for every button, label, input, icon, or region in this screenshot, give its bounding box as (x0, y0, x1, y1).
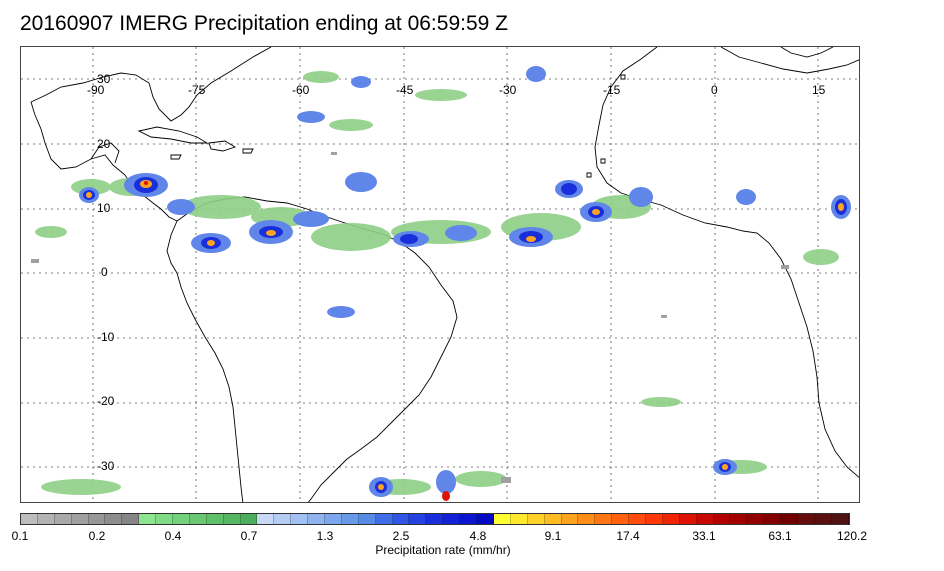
colorbar-cell (713, 514, 731, 524)
lon-label: 0 (711, 83, 718, 97)
colorbar-cell (510, 514, 528, 524)
colorbar-tick: 2.5 (392, 529, 410, 543)
colorbar-cell (595, 514, 613, 524)
colorbar-tick: 0.1 (11, 529, 29, 543)
colorbar-cell (493, 514, 511, 524)
colorbar-tick: 4.8 (469, 529, 487, 543)
colorbar-tick: 120.2 (836, 529, 868, 543)
colorbar-tick: 0.4 (164, 529, 182, 543)
lon-label: -75 (188, 83, 206, 97)
colorbar-tick: 1.3 (316, 529, 334, 543)
colorbar-cell (223, 514, 241, 524)
colorbar-cell (325, 514, 342, 524)
lon-label: -60 (292, 83, 310, 97)
colorbar-tick: 63.1 (768, 529, 792, 543)
lon-label: 15 (812, 83, 826, 97)
colorbar-cell (189, 514, 207, 524)
colorbar-cell (375, 514, 393, 524)
colorbar-cell (645, 514, 663, 524)
map-canvas (21, 47, 859, 502)
colorbar-cell (814, 514, 832, 524)
colorbar-cell (662, 514, 680, 524)
colorbar-cell (392, 514, 410, 524)
colorbar-cell (544, 514, 562, 524)
colorbar-cell (358, 514, 376, 524)
colorbar-cell (291, 514, 309, 524)
colorbar-cell (122, 514, 140, 524)
colorbar-cell (88, 514, 106, 524)
colorbar-cell (341, 514, 359, 524)
colorbar-tick: 17.4 (616, 529, 640, 543)
map-title: 20160907 IMERG Precipitation ending at 0… (20, 12, 508, 35)
colorbar-cell (139, 514, 157, 524)
colorbar-cell (781, 514, 798, 524)
colorbar-cell (696, 514, 714, 524)
colorbar-cell (426, 514, 444, 524)
colorbar-cell (629, 514, 646, 524)
colorbar-cell (747, 514, 765, 524)
colorbar (20, 513, 850, 525)
graticule (21, 47, 859, 502)
colorbar-tick: 9.1 (544, 529, 562, 543)
colorbar-cell (561, 514, 579, 524)
colorbar-cell (173, 514, 190, 524)
lat-label: -20 (97, 394, 115, 408)
colorbar-cell (679, 514, 697, 524)
lat-label: 20 (97, 137, 111, 151)
colorbar-cell (274, 514, 292, 524)
lat-label: -30 (97, 459, 115, 473)
colorbar-cell (612, 514, 630, 524)
precipitation-map: -90 -75 -60 -45 -30 -15 0 15 30 20 10 0 … (20, 46, 860, 503)
colorbar-tick: 0.7 (240, 529, 258, 543)
colorbar-cell (37, 514, 55, 524)
lon-label: -30 (499, 83, 517, 97)
colorbar-cell (730, 514, 748, 524)
coastlines (30, 47, 859, 502)
colorbar-cell (578, 514, 596, 524)
colorbar-cell (831, 514, 849, 524)
lat-label: 30 (97, 72, 111, 86)
precipitation-field (31, 66, 851, 501)
lat-label: -10 (97, 330, 115, 344)
colorbar-cell (443, 514, 461, 524)
colorbar-cell (409, 514, 427, 524)
colorbar-title: Precipitation rate (mm/hr) (375, 543, 511, 557)
lat-label: 0 (101, 265, 108, 279)
colorbar-cell (71, 514, 89, 524)
lon-label: -45 (396, 83, 414, 97)
colorbar-tick: 0.2 (88, 529, 106, 543)
colorbar-cell (477, 514, 494, 524)
lon-label: -90 (87, 83, 105, 97)
colorbar-cell (527, 514, 545, 524)
colorbar-cell (308, 514, 326, 524)
colorbar-cell (460, 514, 478, 524)
colorbar-cell (156, 514, 174, 524)
colorbar-cell (21, 514, 38, 524)
colorbar-tick: 33.1 (692, 529, 716, 543)
colorbar-cell (257, 514, 275, 524)
colorbar-cell (764, 514, 782, 524)
colorbar-cell (797, 514, 815, 524)
colorbar-cell (54, 514, 72, 524)
lat-label: 10 (97, 201, 111, 215)
colorbar-cell (206, 514, 224, 524)
colorbar-cell (105, 514, 123, 524)
colorbar-cell (240, 514, 258, 524)
lon-label: -15 (603, 83, 621, 97)
